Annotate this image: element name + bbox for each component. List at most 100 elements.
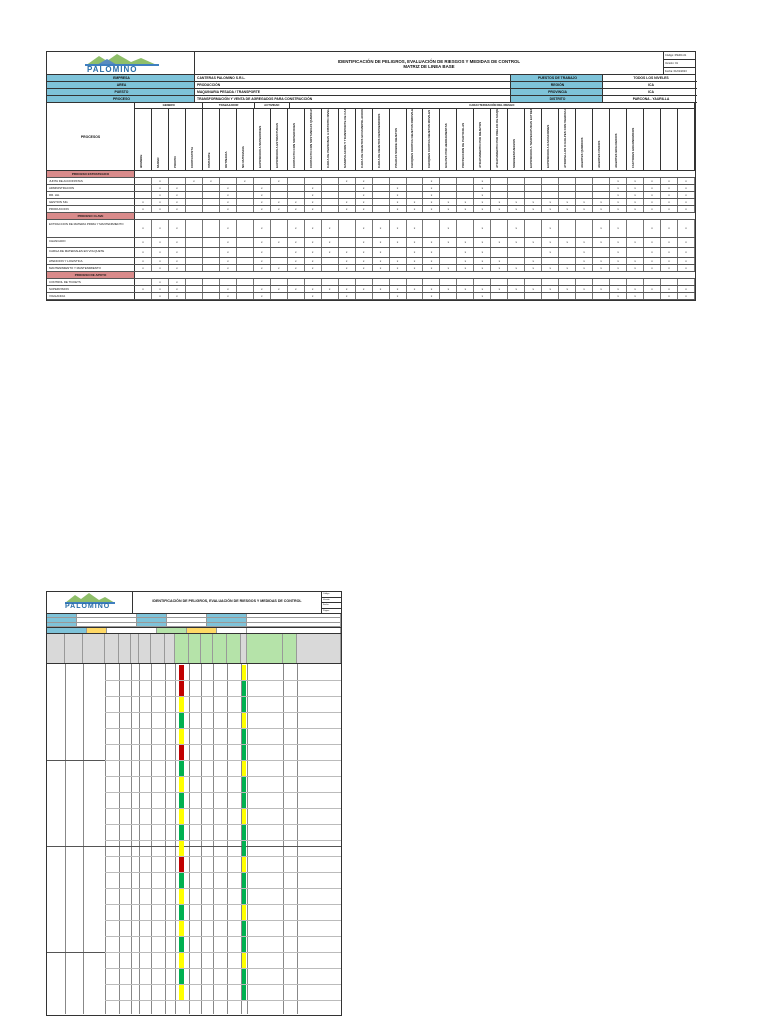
matrix-cell: x bbox=[661, 185, 678, 191]
process-row: RR. HH. x x x x x x x x x x x x x x bbox=[47, 192, 695, 199]
matrix-cell bbox=[305, 178, 322, 184]
risk-column-label: EXPOSICION A SUPERFICIES bbox=[257, 125, 262, 168]
matrix-cell bbox=[271, 192, 288, 198]
column-groups: GENERO TRABAJADOR ACTIVIDAD CARACTERIZACIÓN… bbox=[135, 103, 695, 109]
sheet2-column-line bbox=[189, 664, 190, 1014]
sheet2-column-line bbox=[139, 664, 140, 1014]
matrix-cell: x bbox=[356, 185, 373, 191]
risk-column-label: ATROPELLOS O GOLPES CON VEHICULOS bbox=[563, 109, 568, 168]
residual-risk-swatch bbox=[242, 889, 246, 904]
matrix-cell bbox=[288, 293, 305, 299]
sheet2-logo-text: PALOMINO bbox=[65, 603, 111, 610]
matrix-cell: x bbox=[593, 258, 611, 264]
matrix-cell bbox=[593, 279, 611, 285]
matrix-cell: x bbox=[423, 286, 441, 292]
matrix-cell: x bbox=[339, 265, 356, 271]
matrix-cell: x bbox=[644, 185, 662, 191]
matrix-cell: x bbox=[271, 238, 288, 247]
risk-level-swatch bbox=[179, 713, 184, 728]
matrix-cell bbox=[356, 279, 373, 285]
matrix-cell: x bbox=[423, 293, 441, 299]
risk-column-header: EXPOSICION A ESTRUCTURAS bbox=[271, 109, 288, 170]
matrix-cell: x bbox=[305, 286, 322, 292]
matrix-cell bbox=[576, 279, 594, 285]
matrix-cell: x bbox=[390, 238, 407, 247]
risk-column-label: EXPOSICION A ESTRUCTURAS bbox=[274, 123, 279, 168]
risk-column-header: EXPOSICION A SUPERFICIES bbox=[254, 109, 271, 170]
matrix-cell bbox=[491, 293, 509, 299]
matrix-cell: x bbox=[678, 238, 695, 247]
matrix-cell bbox=[525, 178, 543, 184]
info-value2-1: ICA bbox=[603, 82, 697, 89]
s2-meta-code: Código bbox=[322, 592, 341, 598]
matrix-cell: x bbox=[169, 279, 186, 285]
risk-column-header: ATRAPAMIENTO POR VUELCO DE MAQUINAS bbox=[491, 109, 509, 170]
sheet2-column-line bbox=[151, 664, 152, 1014]
sheet2-subrow-line bbox=[105, 760, 341, 761]
matrix-cell: x bbox=[491, 199, 509, 205]
matrix-cell bbox=[593, 192, 611, 198]
matrix-cell: x bbox=[525, 258, 543, 264]
matrix-cell bbox=[457, 220, 475, 237]
sheet2-body bbox=[47, 664, 341, 1014]
matrix-cell: x bbox=[627, 178, 645, 184]
matrix-cell bbox=[508, 178, 526, 184]
section-header: PROCESO DE APOYO bbox=[47, 272, 695, 279]
matrix-cell bbox=[491, 220, 509, 237]
residual-risk-swatch bbox=[242, 777, 246, 792]
sheet2-column-line bbox=[105, 664, 106, 1014]
risk-column-header: CONTRATISTA bbox=[186, 109, 203, 170]
matrix-cell bbox=[644, 293, 662, 299]
matrix-cell bbox=[186, 279, 203, 285]
matrix-cell: x bbox=[610, 258, 628, 264]
matrix-cell: x bbox=[169, 238, 186, 247]
process-name: VIGILANCIA bbox=[47, 293, 135, 299]
process-name: CONTROL DE TICKETS bbox=[47, 279, 135, 285]
risk-column-label: HOMBRE bbox=[138, 154, 143, 168]
risk-level-swatch bbox=[179, 873, 184, 888]
matrix-cell bbox=[373, 206, 390, 212]
s2-meta-page: Página bbox=[323, 609, 330, 612]
matrix-cell: x bbox=[610, 220, 628, 237]
company-logo: PALOMINO bbox=[47, 52, 195, 74]
section-title: PROCESO ESTRATEGICO bbox=[47, 171, 135, 177]
matrix-cell: x bbox=[220, 265, 237, 271]
matrix-cell bbox=[271, 220, 288, 237]
matrix-cell: x bbox=[542, 265, 560, 271]
matrix-cell: x bbox=[423, 192, 441, 198]
process-name: CARGA DE MATERIALES EN VOLQUETE bbox=[47, 248, 135, 257]
matrix-cell bbox=[271, 185, 288, 191]
matrix-cell bbox=[525, 220, 543, 237]
matrix-cell: x bbox=[356, 258, 373, 264]
matrix-cell: x bbox=[661, 206, 678, 212]
matrix-cell: x bbox=[644, 206, 662, 212]
matrix-cell: x bbox=[525, 238, 543, 247]
matrix-cell: x bbox=[254, 206, 271, 212]
sheet2-column-line bbox=[165, 664, 166, 1014]
matrix-cell: x bbox=[356, 248, 373, 257]
matrix-cell bbox=[491, 185, 509, 191]
matrix-cell: x bbox=[661, 199, 678, 205]
matrix-cell bbox=[203, 220, 220, 237]
risk-column-header: SOBREESFUERZOS bbox=[508, 109, 526, 170]
matrix-cell: x bbox=[135, 258, 152, 264]
matrix-cell bbox=[322, 265, 339, 271]
matrix-cell: x bbox=[390, 206, 407, 212]
matrix-cell: x bbox=[457, 258, 475, 264]
matrix-cell: x bbox=[474, 206, 492, 212]
matrix-cell: x bbox=[220, 258, 237, 264]
matrix-cell bbox=[186, 185, 203, 191]
matrix-cell bbox=[407, 279, 424, 285]
matrix-cell: x bbox=[339, 199, 356, 205]
title-line-1: IDENTIFICACIÓN DE PELIGROS, EVALUACIÓN D… bbox=[337, 59, 521, 64]
sheet2-subrow-line bbox=[105, 808, 341, 809]
sheet2-column-line bbox=[241, 664, 242, 1014]
matrix-cell: x bbox=[254, 293, 271, 299]
sheet2-column-line bbox=[297, 664, 298, 1014]
section-header: PROCESO ESTRATEGICO bbox=[47, 171, 695, 178]
info-value-1: PRODUCCIÓN bbox=[195, 82, 511, 89]
matrix-cell: x bbox=[220, 185, 237, 191]
matrix-cell: x bbox=[356, 220, 373, 237]
risk-column-label: AGENTES QUIMICOS bbox=[580, 137, 585, 168]
matrix-cell bbox=[373, 178, 390, 184]
